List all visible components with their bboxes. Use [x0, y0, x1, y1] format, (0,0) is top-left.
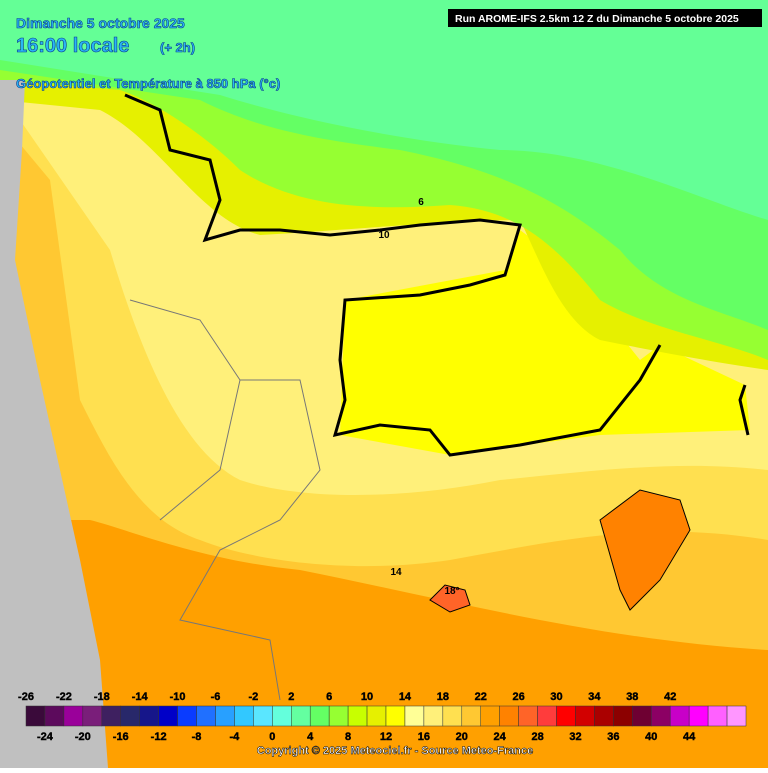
color-swatch	[25, 705, 46, 727]
legend-label: 4	[307, 731, 314, 743]
legend-label: -20	[75, 731, 91, 743]
legend-label: -6	[211, 691, 221, 703]
color-swatch	[404, 705, 425, 727]
contour-10	[124, 93, 750, 457]
legend-label: 32	[569, 731, 581, 743]
contour-16	[599, 489, 691, 611]
ocean	[0, 80, 108, 768]
legend-label: 30	[550, 691, 562, 703]
zone-4	[0, 0, 768, 220]
legend-label: -14	[132, 691, 149, 703]
color-swatch	[480, 705, 500, 727]
legend-label: 34	[588, 691, 601, 703]
legend-label: 2	[288, 691, 294, 703]
legend-label: 22	[475, 691, 487, 703]
legend-label: 36	[607, 731, 619, 743]
contour-label: 18°	[444, 586, 459, 597]
color-swatch	[669, 705, 690, 727]
color-swatch	[366, 705, 387, 727]
color-swatch	[518, 705, 538, 727]
color-swatch	[177, 705, 197, 727]
color-swatch	[139, 705, 159, 727]
legend-label: -8	[192, 731, 202, 743]
legend-label: 26	[513, 691, 525, 703]
legend-label: -24	[37, 731, 54, 743]
color-swatch	[385, 705, 406, 727]
color-swatch	[82, 705, 103, 727]
color-swatch	[707, 705, 728, 727]
color-swatch	[594, 705, 614, 727]
color-swatch	[234, 705, 254, 727]
color-swatch	[196, 705, 216, 727]
color-swatch	[556, 705, 576, 727]
legend-label: 18	[437, 691, 449, 703]
legend-label: 28	[531, 731, 543, 743]
run: Run AROME-IFS 2.5km 12 Z du Dimanche 5 o…	[455, 13, 739, 25]
color-swatch	[688, 705, 709, 727]
legend-label: 16	[418, 731, 430, 743]
run-box	[448, 9, 762, 27]
legend-label: 10	[361, 691, 373, 703]
copyright: Copyright © 2025 Meteociel.fr - Source M…	[257, 745, 533, 757]
legend-label: -12	[151, 731, 167, 743]
color-swatch	[328, 705, 349, 727]
legend-label: -16	[113, 731, 129, 743]
color-swatch	[632, 705, 652, 727]
field: Géopotentiel et Température à 850 hPa (°…	[16, 76, 280, 91]
time: 16:00 locale	[16, 35, 129, 57]
legend-label: 40	[645, 731, 657, 743]
color-swatch	[309, 705, 330, 727]
color-swatch	[253, 705, 273, 727]
legend-label: 42	[664, 691, 676, 703]
color-swatch	[158, 705, 178, 727]
legend-label: -10	[170, 691, 186, 703]
color-swatch	[537, 705, 557, 727]
color-swatch	[442, 705, 463, 727]
legend-label: -2	[248, 691, 258, 703]
color-swatch	[575, 705, 595, 727]
hot-spot	[429, 584, 471, 613]
legend-label: 8	[345, 731, 351, 743]
legend-label: 44	[683, 731, 696, 743]
color-swatch	[101, 705, 121, 727]
contour-label: 14	[390, 567, 402, 578]
borders	[129, 299, 321, 701]
legend-label: 12	[380, 731, 392, 743]
color-swatch	[347, 705, 368, 727]
color-swatch	[291, 705, 311, 727]
color-swatch	[44, 705, 65, 727]
legend-label: 38	[626, 691, 638, 703]
color-swatch	[651, 705, 671, 727]
legend-label: -18	[94, 691, 110, 703]
legend-label: 14	[399, 691, 412, 703]
legend-label: 24	[494, 731, 507, 743]
contour-label: 6	[418, 197, 424, 208]
date: Dimanche 5 octobre 2025	[16, 15, 185, 31]
offset: (+ 2h)	[160, 40, 195, 55]
color-swatch	[63, 705, 84, 727]
color-swatch	[726, 705, 747, 727]
legend-label: 0	[269, 731, 275, 743]
color-swatch	[120, 705, 140, 727]
color-swatch	[461, 705, 481, 727]
legend-label: -26	[18, 691, 34, 703]
color-swatch	[215, 705, 235, 727]
legend-label: 20	[456, 731, 468, 743]
color-swatch	[272, 705, 292, 727]
legend-label: -4	[230, 731, 241, 743]
legend-label: -22	[56, 691, 72, 703]
legend-label: 6	[326, 691, 332, 703]
color-swatch	[499, 705, 519, 727]
zone-warm	[340, 230, 750, 455]
contour-label: 10	[378, 230, 390, 241]
color-swatch	[423, 705, 444, 727]
color-swatch	[613, 705, 633, 727]
colorbar: -26 -22 -18 -14 -10 -6 -2 2 6 10 14 18 22 26 30 34 38 42-…	[18, 691, 747, 743]
